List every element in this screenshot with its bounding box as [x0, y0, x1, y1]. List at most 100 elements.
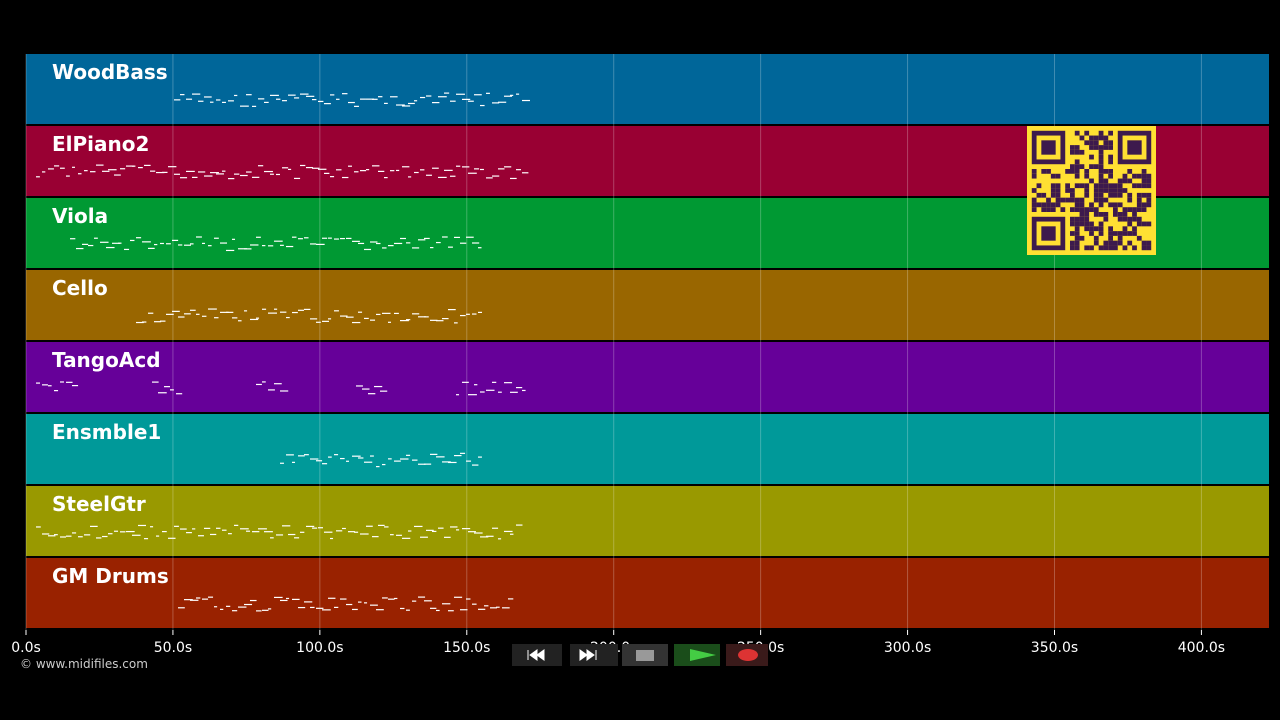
- qr-module: [1113, 240, 1118, 246]
- qr-module: [1036, 183, 1042, 189]
- qr-module: [1098, 149, 1104, 155]
- qr-module: [1117, 183, 1123, 189]
- qr-module: [1041, 169, 1047, 174]
- tick-label: 350.0s: [1031, 640, 1078, 656]
- qr-module: [1122, 173, 1128, 179]
- qr-module: [1084, 221, 1090, 227]
- qr-module: [1074, 216, 1080, 222]
- track-name: SteelGtr: [52, 492, 146, 516]
- qr-module: [1113, 245, 1118, 251]
- qr-module: [1117, 178, 1123, 184]
- qr-module: [1098, 159, 1104, 165]
- qr-module: [1070, 188, 1075, 193]
- qr-module: [1108, 173, 1113, 179]
- qr-module: [1141, 245, 1147, 251]
- qr-module: [1070, 164, 1075, 169]
- track-name: GM Drums: [52, 564, 169, 588]
- qr-module: [1065, 188, 1070, 193]
- qr-module: [1093, 212, 1099, 217]
- qr-module: [1093, 207, 1099, 212]
- qr-module: [1079, 207, 1085, 212]
- qr-module: [1070, 240, 1075, 246]
- qr-module: [1074, 149, 1080, 155]
- qr-module: [1098, 192, 1104, 198]
- qr-module: [1089, 140, 1094, 146]
- qr-module: [1098, 212, 1104, 217]
- qr-module: [1055, 173, 1061, 179]
- track-lane: [26, 558, 1269, 628]
- qr-module: [1098, 145, 1104, 150]
- qr-module: [1108, 169, 1113, 174]
- qr-module: [1103, 240, 1109, 246]
- qr-module: [1103, 212, 1109, 217]
- qr-module: [1074, 130, 1080, 136]
- qr-module: [1074, 145, 1080, 150]
- qr-module: [1089, 202, 1094, 208]
- qr-module: [1098, 154, 1104, 160]
- qr-module: [1103, 183, 1109, 189]
- qr-module: [1113, 231, 1118, 236]
- qr-module: [1108, 202, 1113, 208]
- qr-module: [1146, 178, 1152, 184]
- qr-module: [1141, 183, 1147, 189]
- qr-module: [1055, 192, 1061, 198]
- qr-module: [1117, 235, 1123, 241]
- qr-module: [1041, 207, 1047, 212]
- qr-module: [1136, 216, 1142, 222]
- tick-label: 0.0s: [11, 640, 41, 656]
- qr-module: [1117, 202, 1123, 208]
- qr-module: [1146, 245, 1152, 251]
- qr-module: [1108, 140, 1113, 146]
- qr-module: [1141, 192, 1147, 198]
- qr-module: [1093, 140, 1099, 146]
- track-name: Viola: [52, 204, 108, 228]
- qr-module: [1098, 226, 1104, 232]
- qr-module: [1074, 169, 1080, 174]
- qr-module: [1098, 188, 1104, 193]
- qr-module: [1093, 197, 1099, 203]
- qr-module: [1132, 212, 1137, 217]
- qr-module: [1117, 188, 1123, 193]
- qr-module: [1108, 188, 1113, 193]
- qr-module: [1141, 207, 1147, 212]
- qr-module: [1084, 192, 1090, 198]
- qr-module: [1070, 221, 1075, 227]
- qr-module: [1041, 202, 1047, 208]
- qr-module: [1079, 183, 1085, 189]
- track-name: Cello: [52, 276, 108, 300]
- qr-module: [1036, 192, 1042, 198]
- qr-module: [1036, 202, 1042, 208]
- qr-module: [1070, 192, 1075, 198]
- track-name: TangoAcd: [52, 348, 161, 372]
- qr-module: [1103, 216, 1109, 222]
- qr-module: [1074, 221, 1080, 227]
- qr-module: [1065, 197, 1070, 203]
- qr-module: [1070, 145, 1075, 150]
- qr-module: [1031, 188, 1037, 193]
- qr-module: [1098, 178, 1104, 184]
- qr-module: [1050, 183, 1056, 189]
- qr-module: [1084, 169, 1090, 174]
- qr-module: [1136, 221, 1142, 227]
- qr-module: [1050, 188, 1056, 193]
- qr-module: [1055, 188, 1061, 193]
- qr-module: [1074, 231, 1080, 236]
- qr-module: [1084, 216, 1090, 222]
- qr-module: [1127, 169, 1133, 174]
- qr-module: [1079, 221, 1085, 227]
- qr-module: [1060, 207, 1066, 212]
- track-lane: [26, 342, 1269, 412]
- qr-module: [1089, 135, 1094, 141]
- qr-module: [1089, 178, 1094, 184]
- qr-module: [1093, 226, 1099, 232]
- qr-module: [1089, 164, 1094, 169]
- qr-module: [1079, 212, 1085, 217]
- qr-module: [1103, 178, 1109, 184]
- qr-module: [1098, 202, 1104, 208]
- qr-module: [1098, 245, 1104, 251]
- qr-module: [1122, 207, 1128, 212]
- qr-module: [1113, 207, 1118, 212]
- qr-module: [1122, 216, 1128, 222]
